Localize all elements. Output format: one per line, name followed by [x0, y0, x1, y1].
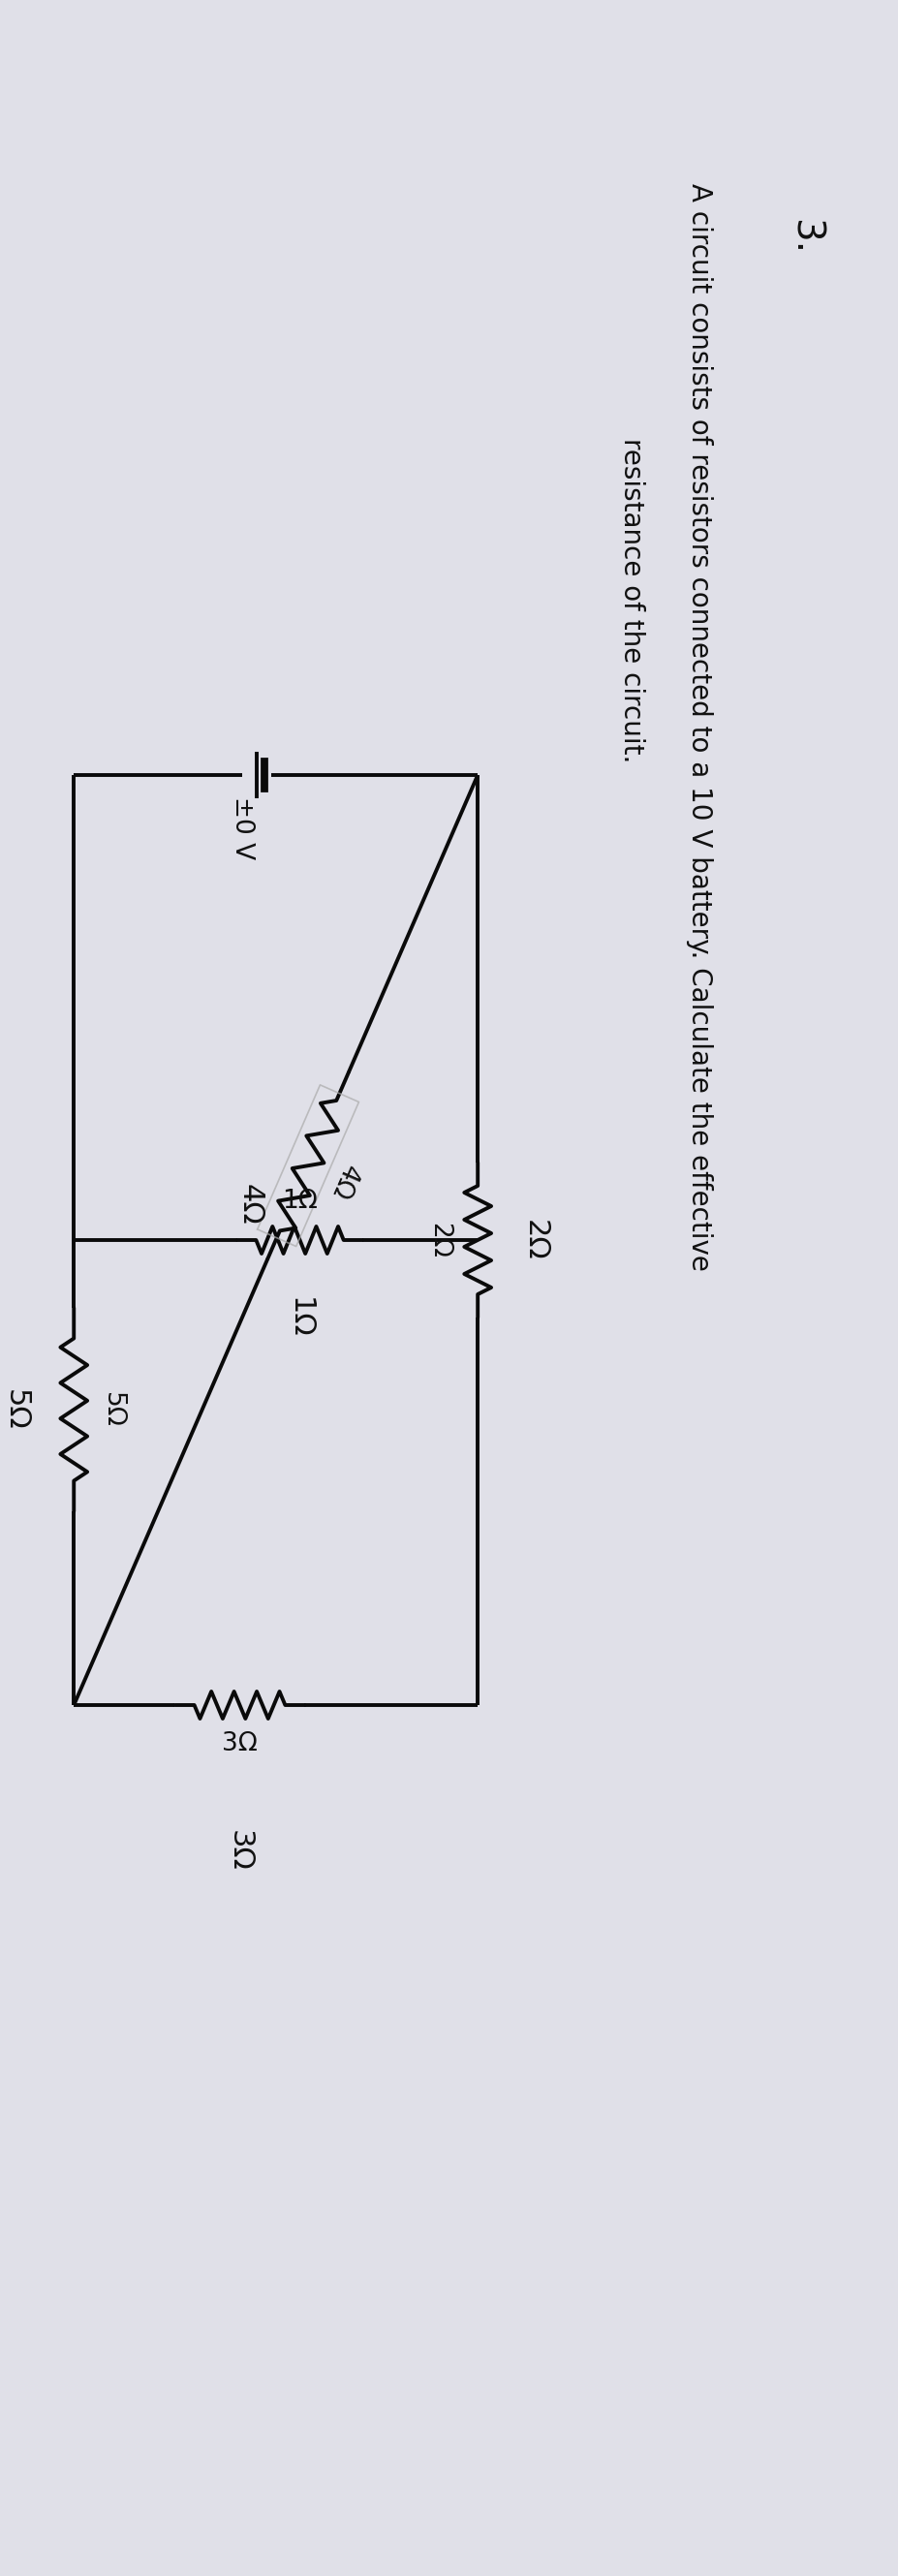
- Text: 5Ω: 5Ω: [2, 1388, 31, 1430]
- Text: ±0 V: ±0 V: [230, 796, 255, 860]
- Text: A circuit consists of resistors connected to a 10 V battery. Calculate the effec: A circuit consists of resistors connecte…: [685, 183, 712, 1270]
- Text: 5Ω: 5Ω: [100, 1391, 125, 1427]
- Text: 3Ω: 3Ω: [225, 1829, 254, 1870]
- Text: 4Ω: 4Ω: [325, 1159, 362, 1203]
- Text: 2Ω: 2Ω: [522, 1218, 550, 1260]
- Text: 3Ω: 3Ω: [222, 1731, 258, 1757]
- Text: 3.: 3.: [787, 219, 823, 255]
- Text: 1Ω: 1Ω: [282, 1188, 318, 1213]
- Text: 2Ω: 2Ω: [427, 1221, 452, 1257]
- Text: 4Ω: 4Ω: [236, 1185, 265, 1226]
- Text: 1Ω: 1Ω: [286, 1296, 314, 1337]
- Text: resistance of the circuit.: resistance of the circuit.: [618, 438, 645, 762]
